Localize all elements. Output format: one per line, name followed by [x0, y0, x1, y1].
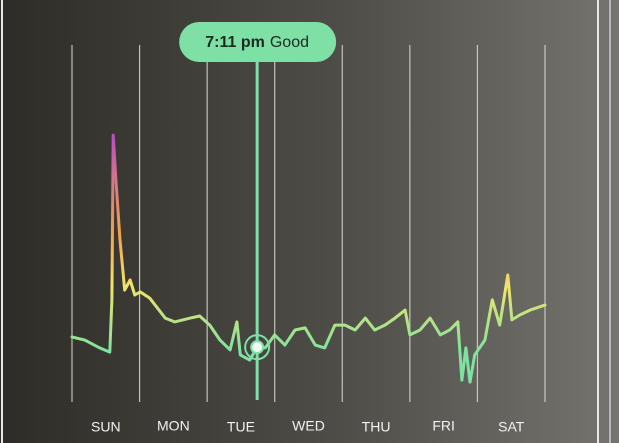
tooltip-status: Good: [270, 34, 309, 51]
x-tick-label: SAT: [498, 419, 525, 435]
x-tick-label: THU: [362, 419, 391, 435]
x-tick-label: MON: [157, 418, 190, 434]
x-tick-label: FRI: [432, 418, 455, 434]
x-tick-label: TUE: [227, 419, 255, 435]
x-tick-label: WED: [292, 418, 325, 434]
cursor-dot: [250, 340, 265, 355]
data-line: [70, 133, 547, 384]
x-tick-label: SUN: [91, 419, 121, 435]
plot: SUN MON TUE WED THU FRI SAT 7:11 pm Good: [70, 22, 547, 435]
tooltip-pill: [179, 22, 337, 62]
cursor-ring: [244, 334, 271, 361]
tooltip-time: 7:11 pm: [205, 34, 265, 51]
tooltip-text: 7:11 pm Good: [205, 34, 309, 51]
